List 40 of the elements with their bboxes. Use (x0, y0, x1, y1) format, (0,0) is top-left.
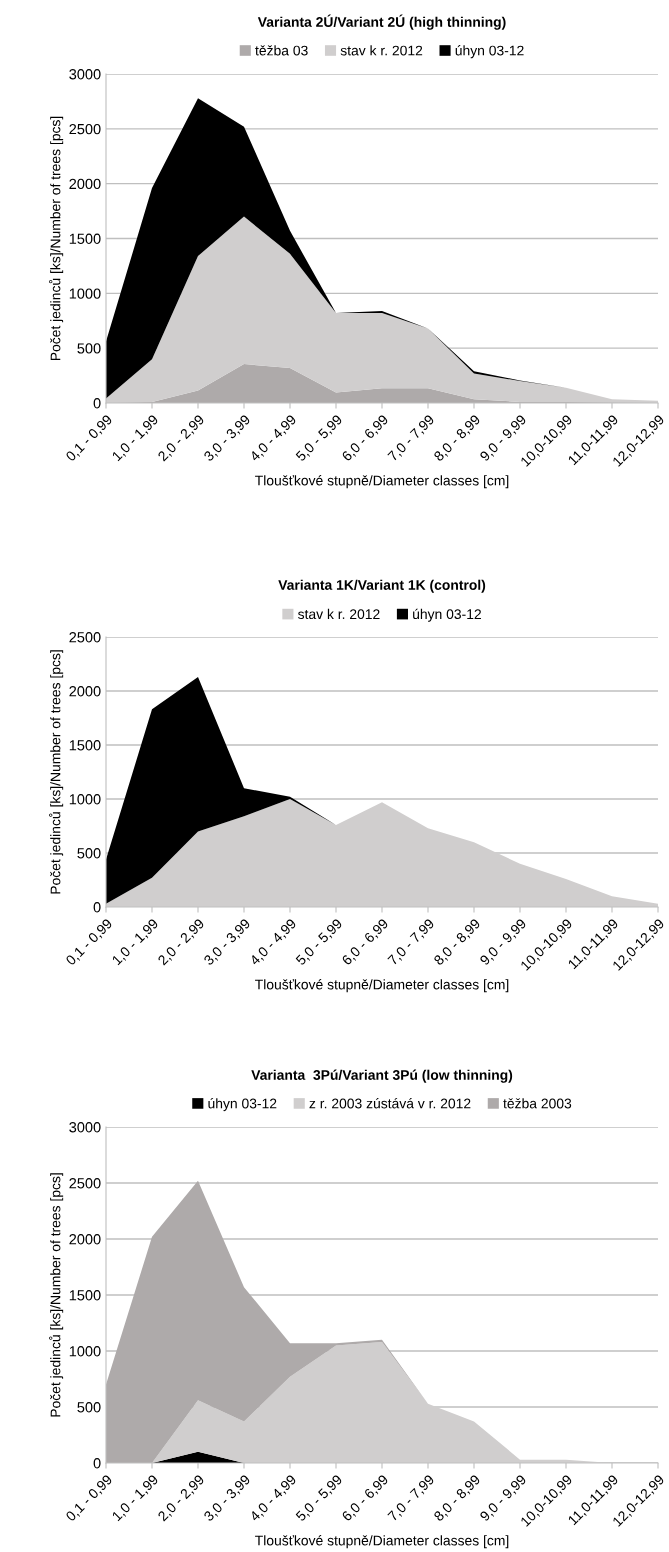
y-tick-label: 2000 (69, 686, 101, 697)
y-tick-label: 2000 (69, 1234, 101, 1245)
y-tick-label: 1000 (69, 288, 101, 299)
x-tick-label: 0,1 - 0,99 (65, 414, 114, 463)
y-tick-label: 3000 (69, 69, 101, 80)
x-axis-title: Tloušťkové stupně/Diameter classes [cm] (255, 979, 509, 993)
chart-title: Varianta 1K/Variant 1K (control) (278, 579, 486, 593)
y-tick-label: 0 (93, 1458, 101, 1469)
y-tick-label: 500 (77, 343, 101, 354)
legend-label: z r. 2003 zústává v r. 2012 (309, 1098, 471, 1109)
y-tick-label: 2500 (69, 123, 101, 135)
y-tick-label: 1500 (69, 740, 101, 751)
x-axis-title: Tloušťkové stupně/Diameter classes [cm] (255, 1535, 509, 1549)
legend-label: těžba 2003 (503, 1098, 572, 1109)
y-axis-title: Počet jedinců [ks]/Number of trees [pcs] (49, 116, 64, 361)
y-tick-label: 1000 (69, 1346, 101, 1357)
y-axis-title: Počet jedinců [ks]/Number of trees [pcs] (49, 650, 64, 894)
chart-title: Varianta 2Ú/Variant 2Ú (high thinning) (257, 14, 506, 30)
y-tick-label: 0 (93, 902, 101, 913)
legend-label: stav k r. 2012 (298, 608, 380, 620)
y-tick-label: 1000 (69, 794, 101, 805)
y-axis-title: Počet jedinců [ks]/Number of trees [pcs] (49, 1173, 64, 1417)
legend-label: těžba 03 (255, 45, 308, 56)
x-tick-label: 0,1 - 0,99 (65, 1474, 114, 1523)
y-tick-label: 1500 (69, 1290, 101, 1301)
x-tick-label: 0,1 - 0,99 (65, 918, 114, 967)
legend-label: úhyn 03-12 (455, 45, 524, 59)
legend-label: úhyn 03-12 (413, 608, 481, 622)
y-tick-label: 2500 (69, 632, 101, 643)
y-tick-label: 3000 (69, 1122, 101, 1133)
y-tick-label: 0 (93, 398, 101, 409)
y-tick-label: 2500 (69, 1178, 101, 1189)
legend-label: stav k r. 2012 (340, 45, 423, 56)
y-tick-label: 500 (77, 1402, 101, 1413)
x-axis-title: Tloušťkové stupně/Diameter classes [cm] (255, 475, 509, 489)
chart-title: Varianta 3Pú/Variant 3Pú (low thinning) (251, 1069, 513, 1083)
y-tick-label: 1500 (69, 233, 101, 244)
y-tick-label: 500 (77, 848, 101, 859)
y-tick-label: 2000 (69, 178, 101, 190)
legend-label: úhyn 03-12 (208, 1098, 277, 1112)
